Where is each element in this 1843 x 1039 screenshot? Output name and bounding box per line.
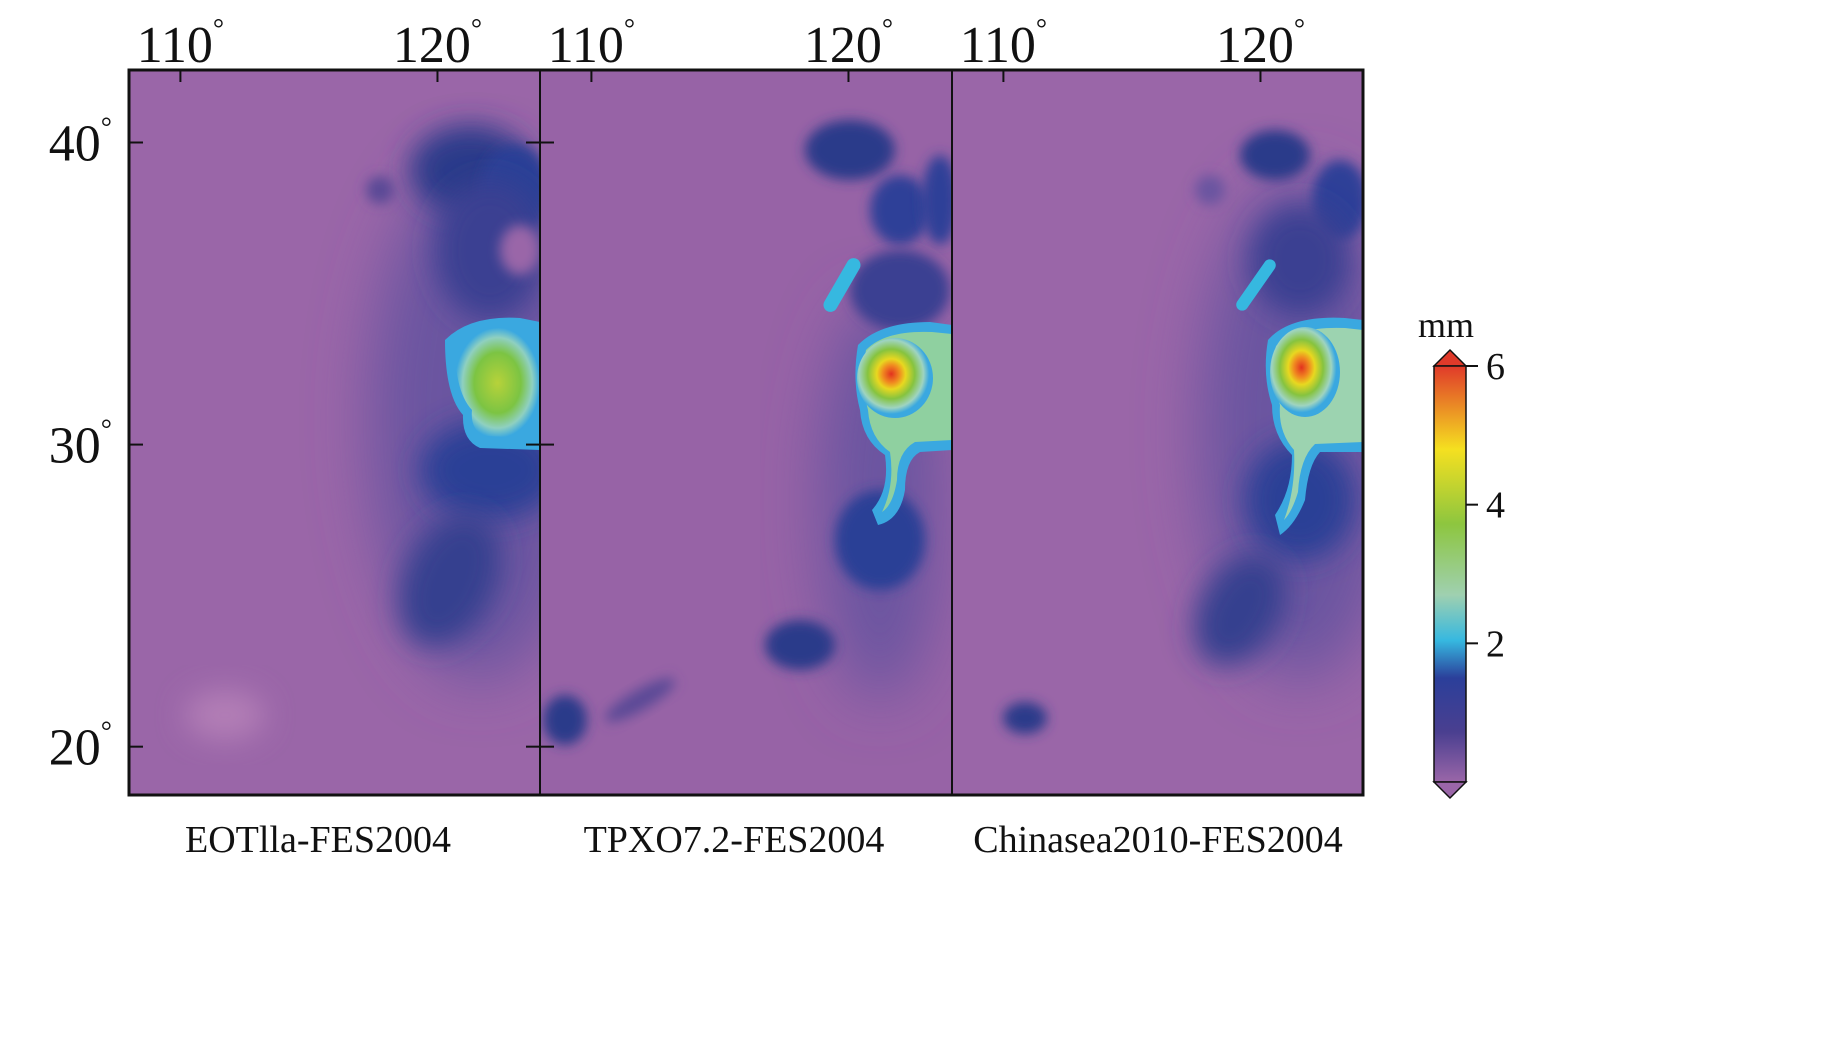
colorbar-unit: mm [1418,305,1474,345]
map-panel-eotlla [129,70,540,795]
latitude-tick-label: 20° [49,717,112,777]
panel-title-chinasea2010: Chinasea2010-FES2004 [973,819,1342,861]
difference-field [1003,130,1363,734]
difference-field [185,125,540,740]
longitude-tick-label: 110° [548,14,635,74]
colorbar-tick-label: 2 [1486,623,1505,665]
colorbar-min-extend [1432,781,1468,800]
map-frame [127,68,1365,797]
latitude-tick-label: 40° [49,113,112,173]
longitude-tick-label: 110° [137,14,224,74]
colorbar-ticks: 6 4 2 [1466,346,1505,665]
map-panel-tpxo [540,70,952,795]
longitude-tick-label: 120° [804,14,893,74]
longitude-tick-label: 120° [1216,14,1305,74]
colorbar-tick-label: 6 [1486,346,1505,388]
colorbar-tick-label: 4 [1486,485,1505,527]
colorbar-bar [1433,365,1467,783]
longitude-axis: 110° 120° 110° 120° 110° 120° [137,14,1305,82]
colorbar: mm 6 4 2 [1418,305,1505,800]
latitude-axis: 40° 30° 20° [49,113,554,777]
panel-title-tpxo: TPXO7.2-FES2004 [584,819,885,861]
colorbar-max-extend [1432,348,1468,367]
longitude-tick-label: 120° [393,14,482,74]
map-panel-chinasea2010 [952,70,1363,795]
panel-title-eotlla: EOTlla-FES2004 [185,819,451,861]
difference-field [543,120,952,745]
longitude-tick-label: 110° [960,14,1047,74]
latitude-tick-label: 30° [49,415,112,475]
